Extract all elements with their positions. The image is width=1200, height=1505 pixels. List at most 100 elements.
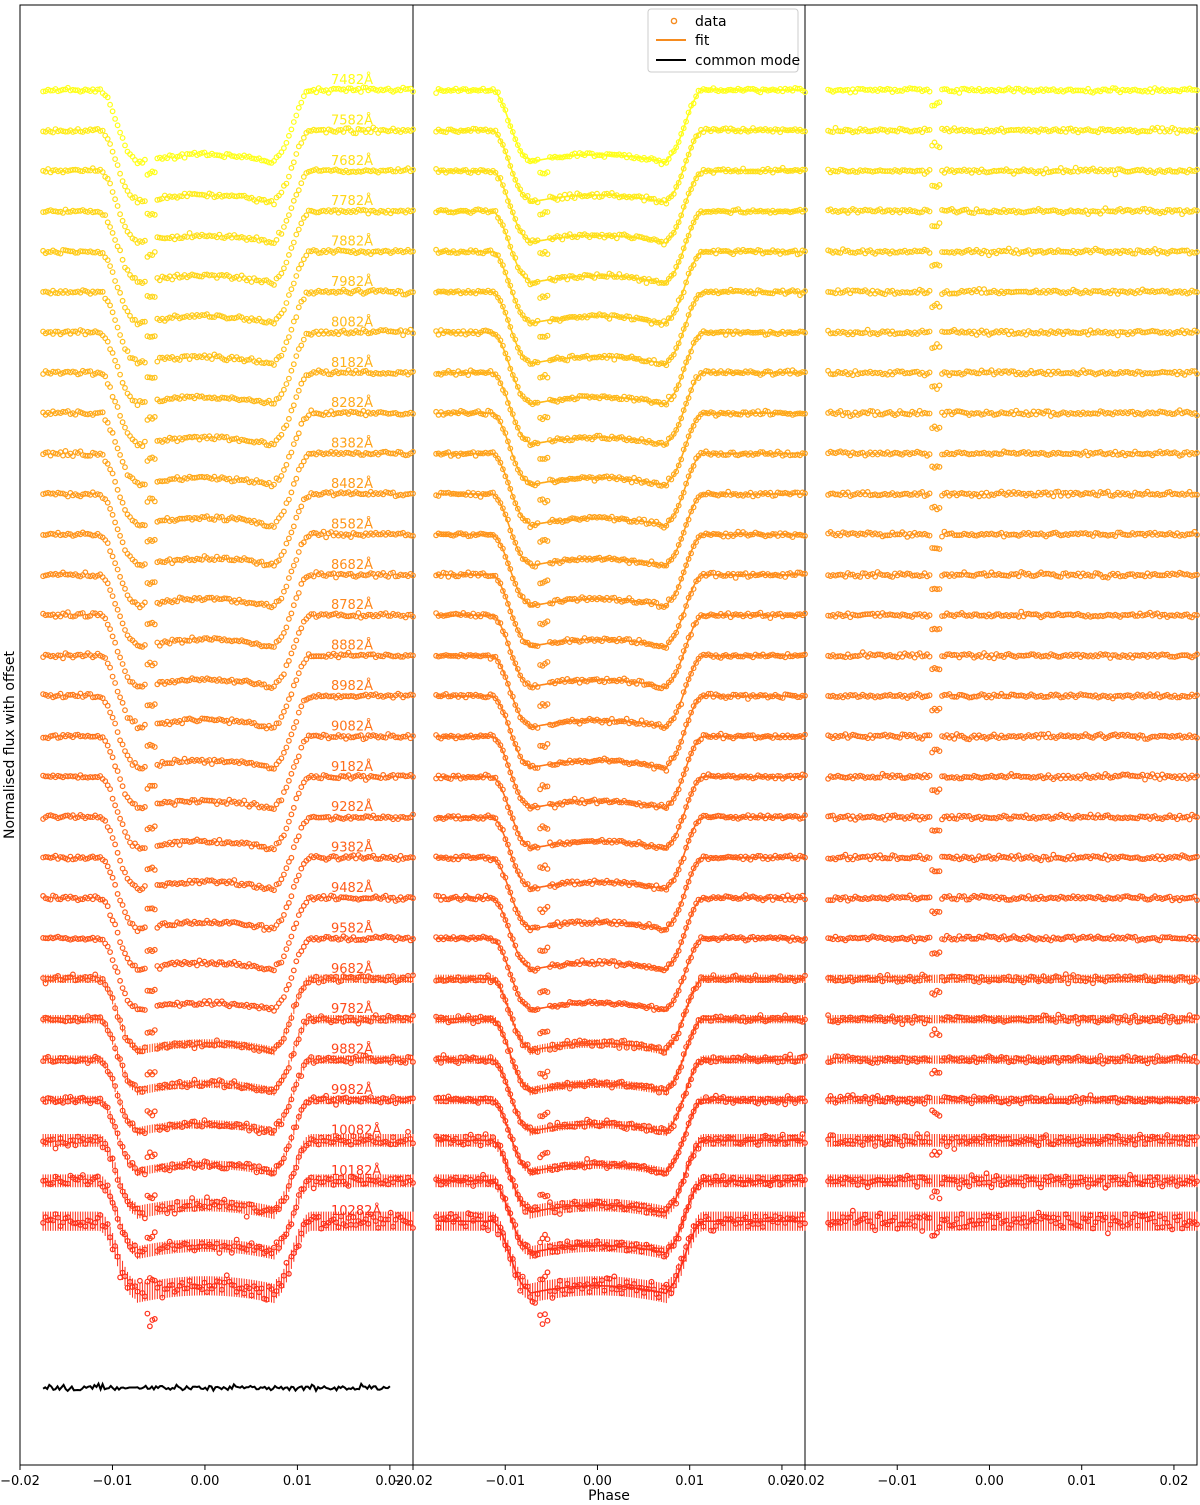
data-point	[141, 156, 148, 163]
data-point	[283, 217, 290, 224]
data-point	[114, 363, 121, 370]
data-point	[827, 128, 834, 135]
data-point	[353, 130, 359, 137]
data-point	[253, 156, 260, 163]
data-point	[119, 379, 126, 386]
data-point	[286, 334, 292, 341]
data-point	[286, 535, 292, 542]
data-point	[308, 168, 315, 174]
data-point	[60, 452, 66, 459]
data-point	[330, 128, 337, 135]
fit-line	[436, 170, 805, 245]
data-point	[842, 87, 849, 93]
data-point	[884, 85, 891, 92]
data-point	[281, 508, 287, 515]
data-point	[278, 149, 285, 156]
data-point	[492, 169, 499, 176]
data-point	[164, 235, 171, 241]
data-point	[288, 449, 295, 456]
data-point	[522, 153, 529, 160]
data-point	[601, 191, 608, 197]
data-point	[628, 479, 635, 486]
data-point	[216, 152, 223, 159]
data-point	[305, 88, 312, 95]
data-point	[286, 212, 292, 219]
data-point	[290, 441, 297, 448]
data-point	[122, 424, 128, 431]
data-point	[107, 101, 113, 108]
data-point	[288, 126, 295, 133]
data-point	[107, 224, 113, 230]
data-point	[278, 473, 285, 479]
data-point	[283, 540, 290, 547]
data-point	[77, 168, 84, 174]
data-point	[1191, 86, 1198, 93]
data-point	[914, 86, 921, 93]
data-point	[953, 127, 960, 134]
data-point	[286, 251, 292, 258]
data-point	[410, 166, 416, 173]
data-point	[837, 166, 844, 173]
data-point	[281, 467, 287, 473]
data-point	[117, 332, 123, 338]
data-point	[114, 445, 121, 452]
data-point	[300, 93, 307, 100]
data-point	[832, 168, 839, 175]
data-point	[109, 511, 116, 518]
data-point	[440, 128, 447, 135]
data-point	[298, 420, 305, 427]
data-point	[295, 104, 302, 111]
data-point	[936, 144, 943, 151]
data-point	[512, 136, 519, 143]
data-point	[174, 153, 181, 160]
data-point	[281, 265, 287, 272]
data-point	[109, 229, 116, 236]
data-point	[266, 198, 272, 205]
data-point	[283, 381, 290, 387]
data-point	[335, 167, 342, 174]
data-point	[477, 166, 484, 173]
data-point	[92, 126, 99, 133]
data-point	[628, 235, 635, 242]
fit-line	[436, 452, 805, 527]
data-point	[122, 464, 128, 471]
data-point	[1112, 171, 1119, 178]
data-point	[112, 278, 118, 284]
data-point	[367, 85, 374, 92]
data-point	[288, 164, 295, 171]
data-point	[122, 142, 128, 149]
data-point	[290, 197, 297, 204]
data-point	[154, 196, 161, 203]
data-point	[288, 205, 295, 212]
data-point	[673, 144, 680, 151]
data-point	[313, 89, 320, 96]
data-point	[1189, 127, 1195, 134]
data-point	[695, 171, 702, 178]
data-point	[1045, 128, 1052, 135]
data-point	[350, 87, 357, 94]
data-point	[124, 308, 131, 315]
data-point	[830, 129, 836, 136]
data-point	[273, 236, 280, 243]
data-point	[290, 402, 297, 409]
data-point	[290, 239, 297, 246]
data-point	[119, 338, 126, 345]
data-point	[500, 102, 506, 109]
data-point	[837, 128, 844, 135]
data-point	[293, 151, 300, 157]
data-point	[445, 126, 452, 133]
data-point	[298, 180, 305, 187]
data-point	[1109, 128, 1116, 135]
data-point	[238, 192, 245, 199]
data-point	[199, 191, 205, 198]
data-point	[693, 93, 699, 100]
data-point	[497, 97, 504, 103]
data-point	[129, 194, 136, 201]
data-point	[1030, 127, 1037, 134]
data-point	[286, 132, 292, 139]
data-point	[293, 394, 300, 401]
data-point	[283, 339, 290, 346]
data-point	[295, 304, 302, 311]
data-point	[1097, 126, 1104, 133]
